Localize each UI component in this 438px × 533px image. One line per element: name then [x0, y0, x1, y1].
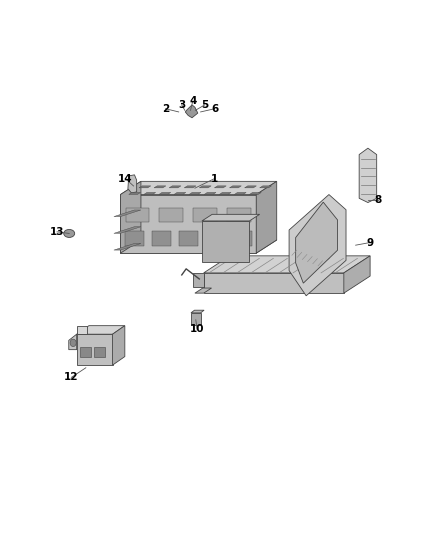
Polygon shape	[179, 231, 198, 246]
Polygon shape	[120, 195, 256, 253]
Polygon shape	[154, 186, 166, 188]
Polygon shape	[139, 186, 151, 188]
Polygon shape	[230, 186, 241, 188]
Polygon shape	[144, 192, 155, 195]
Text: 14: 14	[118, 174, 133, 183]
Polygon shape	[344, 256, 370, 293]
Text: 12: 12	[64, 373, 79, 382]
Polygon shape	[199, 186, 211, 188]
Text: 9: 9	[367, 238, 374, 247]
Polygon shape	[296, 202, 338, 283]
Polygon shape	[77, 326, 125, 334]
Polygon shape	[194, 208, 217, 222]
Polygon shape	[77, 326, 88, 334]
Text: 13: 13	[49, 227, 64, 237]
Polygon shape	[289, 195, 346, 296]
Polygon shape	[191, 310, 204, 313]
Text: 4: 4	[189, 96, 196, 106]
Polygon shape	[129, 192, 141, 195]
Polygon shape	[204, 192, 216, 195]
Polygon shape	[206, 231, 225, 246]
Bar	[94, 347, 105, 357]
Polygon shape	[193, 273, 204, 287]
Text: 8: 8	[374, 195, 381, 205]
Ellipse shape	[64, 229, 74, 237]
Text: 1: 1	[211, 174, 218, 183]
Polygon shape	[77, 334, 113, 365]
Circle shape	[70, 339, 76, 346]
Polygon shape	[233, 231, 252, 246]
Bar	[80, 347, 91, 357]
Polygon shape	[184, 186, 196, 188]
Polygon shape	[227, 208, 251, 222]
Polygon shape	[260, 186, 272, 188]
Polygon shape	[256, 181, 277, 253]
Polygon shape	[191, 313, 201, 325]
Polygon shape	[204, 273, 344, 293]
Polygon shape	[128, 175, 137, 193]
Polygon shape	[159, 192, 171, 195]
Polygon shape	[120, 181, 277, 195]
Polygon shape	[114, 210, 141, 216]
Polygon shape	[189, 192, 201, 195]
Text: 3: 3	[178, 100, 185, 110]
Text: 2: 2	[162, 104, 169, 114]
Polygon shape	[249, 192, 261, 195]
Polygon shape	[120, 181, 141, 253]
Polygon shape	[120, 240, 277, 253]
Polygon shape	[219, 192, 231, 195]
Polygon shape	[204, 256, 370, 273]
Polygon shape	[114, 227, 141, 233]
Polygon shape	[124, 231, 144, 246]
Polygon shape	[215, 186, 226, 188]
Polygon shape	[159, 208, 183, 222]
Polygon shape	[169, 186, 181, 188]
Polygon shape	[202, 214, 260, 221]
Polygon shape	[244, 186, 256, 188]
Text: 10: 10	[190, 325, 205, 334]
Polygon shape	[202, 221, 250, 262]
Text: 5: 5	[201, 100, 208, 110]
Polygon shape	[152, 231, 171, 246]
Polygon shape	[114, 244, 141, 250]
Polygon shape	[126, 208, 149, 222]
Polygon shape	[113, 326, 125, 365]
Polygon shape	[185, 105, 198, 118]
Polygon shape	[359, 148, 377, 203]
Polygon shape	[234, 192, 246, 195]
Polygon shape	[195, 288, 212, 293]
Text: 6: 6	[211, 104, 218, 114]
Polygon shape	[69, 334, 77, 350]
Polygon shape	[174, 192, 186, 195]
